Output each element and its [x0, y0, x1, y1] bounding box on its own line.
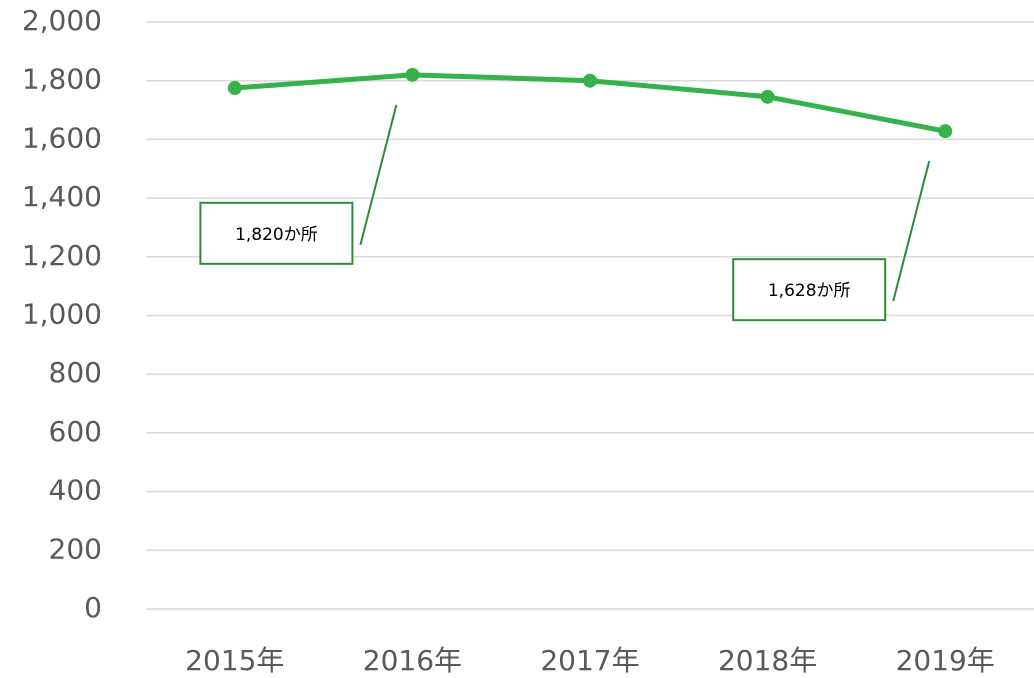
- marker: [405, 67, 420, 82]
- y-tick-label: 2,000: [22, 4, 102, 37]
- y-tick-label: 800: [49, 356, 102, 389]
- annotation-box: [199, 201, 354, 265]
- x-tick-label: 2019年: [896, 644, 995, 677]
- y-tick-label: 600: [49, 415, 102, 448]
- x-tick-label: 2015年: [185, 644, 284, 677]
- annotation-box: [732, 258, 887, 322]
- x-tick-label: 2017年: [540, 644, 639, 677]
- marker: [227, 81, 242, 96]
- y-tick-label: 1,400: [22, 180, 102, 213]
- x-tick-label: 2016年: [363, 644, 462, 677]
- y-tick-label: 1,800: [22, 63, 102, 96]
- leader-line: [359, 104, 398, 246]
- leader-line: [892, 160, 931, 302]
- annotation: 1,820か所: [235, 225, 318, 245]
- marker: [938, 124, 953, 139]
- y-tick-label: 1,200: [22, 239, 102, 272]
- x-tick-label: 2018年: [718, 644, 817, 677]
- y-tick-label: 400: [49, 474, 102, 507]
- marker: [760, 89, 775, 104]
- y-tick-label: 1,000: [22, 298, 102, 331]
- y-tick-label: 0: [84, 591, 102, 624]
- y-tick-label: 1,600: [22, 121, 102, 154]
- marker: [583, 73, 597, 88]
- annotation: 1,628か所: [768, 281, 851, 301]
- y-tick-label: 200: [49, 532, 102, 565]
